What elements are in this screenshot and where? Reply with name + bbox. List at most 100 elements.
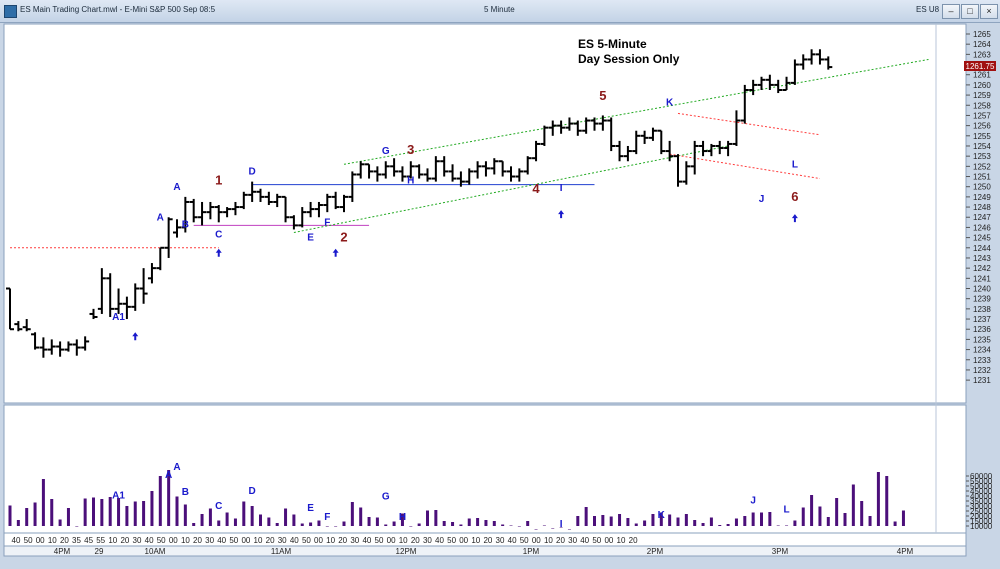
wave-label: B	[182, 219, 189, 230]
volume-bar	[359, 507, 363, 526]
wave-label: F	[324, 217, 330, 228]
volume-bar	[785, 525, 789, 526]
last-price-value: 1261.75	[966, 62, 995, 71]
volume-bar	[643, 520, 647, 526]
volume-label: K	[658, 510, 666, 521]
volume-bar	[92, 497, 95, 526]
time-tick-label: 30	[496, 536, 505, 545]
time-tick-label: 40	[508, 536, 517, 545]
volume-tick-label: 35000	[970, 497, 993, 506]
minimize-icon[interactable]: –	[942, 4, 960, 19]
volume-label: A1	[112, 491, 125, 502]
wave-label: D	[249, 166, 256, 177]
day-label: 1PM	[523, 547, 540, 556]
time-tick-label: 20	[411, 536, 420, 545]
time-tick-label: 50	[375, 536, 384, 545]
volume-bar	[492, 521, 496, 526]
volume-bar	[810, 495, 814, 526]
time-tick-label: 10	[399, 536, 408, 545]
day-axis-strip	[3, 545, 967, 557]
volume-bar	[484, 520, 488, 526]
symbol-label: ES U8	[916, 5, 940, 14]
volume-bar	[801, 507, 805, 526]
day-label: 11AM	[271, 547, 292, 556]
volume-bar	[384, 524, 388, 526]
time-tick-label: 50	[229, 536, 238, 545]
volume-bar	[300, 523, 304, 526]
time-tick-label: 45	[84, 536, 93, 545]
volume-bar	[400, 513, 404, 526]
time-tick-label: 00	[36, 536, 45, 545]
volume-bar	[108, 497, 112, 526]
close-icon[interactable]: ×	[980, 4, 998, 19]
volume-bar	[142, 501, 146, 526]
price-tick-label: 1259	[973, 91, 991, 100]
time-tick-label: 00	[387, 536, 396, 545]
time-tick-label: 10	[181, 536, 190, 545]
price-tick-label: 1242	[973, 264, 991, 273]
volume-bar	[392, 521, 396, 526]
volume-bar	[718, 525, 722, 526]
volume-bar	[150, 491, 154, 526]
price-tick-label: 1246	[973, 223, 991, 232]
volume-tick-label: 30000	[970, 502, 993, 511]
arrow-up-icon	[332, 248, 339, 257]
volume-bar	[342, 521, 346, 526]
volume-tick-label: 40000	[970, 492, 993, 501]
volume-bar	[459, 524, 463, 526]
time-tick-label: 30	[350, 536, 359, 545]
price-tick-label: 1247	[973, 213, 991, 222]
price-tick-label: 1249	[973, 193, 991, 202]
volume-label: E	[307, 503, 314, 514]
time-tick-label: 00	[532, 536, 541, 545]
volume-bar	[584, 507, 588, 526]
volume-bar	[835, 498, 839, 526]
volume-bar	[367, 517, 371, 526]
volume-tick-label: 20000	[970, 512, 993, 521]
volume-tick-label: 50000	[970, 482, 993, 491]
volume-bar	[8, 505, 12, 526]
wave-label: 1	[215, 173, 222, 188]
time-tick-label: 50	[520, 536, 529, 545]
time-tick-label: 30	[568, 536, 577, 545]
volume-bar	[476, 518, 480, 526]
time-tick-label: 35	[72, 536, 81, 545]
time-tick-label: 20	[193, 536, 202, 545]
wave-label: 3	[407, 142, 414, 157]
price-tick-label: 1245	[973, 234, 991, 243]
time-tick-label: 40	[217, 536, 226, 545]
price-tick-label: 1261	[973, 71, 991, 80]
volume-bar	[626, 518, 630, 526]
volume-bar	[876, 472, 880, 526]
time-tick-label: 00	[241, 536, 250, 545]
volume-label: B	[182, 487, 189, 498]
volume-bar	[292, 514, 296, 526]
volume-bar	[41, 479, 45, 526]
volume-bar	[50, 499, 54, 526]
time-tick-label: 30	[278, 536, 287, 545]
time-tick-label: 40	[362, 536, 371, 545]
wave-label: A1	[112, 312, 125, 323]
time-tick-label: 10	[254, 536, 263, 545]
volume-bar	[542, 525, 546, 526]
time-tick-label: 30	[423, 536, 432, 545]
maximize-icon[interactable]: □	[961, 4, 979, 19]
volume-bar	[75, 526, 79, 527]
volume-bar	[117, 498, 121, 526]
volume-bar	[793, 520, 797, 526]
volume-bar	[501, 524, 505, 526]
title-bar: ES Main Trading Chart.mwl - E-Mini S&P 5…	[0, 0, 1000, 23]
wave-label: I	[560, 183, 563, 194]
wave-label: H	[407, 176, 414, 187]
volume-bar	[709, 517, 713, 526]
wave-label: 6	[791, 189, 798, 204]
arrow-up-icon	[132, 332, 139, 341]
time-axis: 40 50 00 10 20 35 45 55 10 20 30 40 50 00 10 20 30 40 50 00…	[12, 536, 914, 556]
time-tick-label: 00	[459, 536, 468, 545]
price-tick-label: 1235	[973, 335, 991, 344]
time-tick-label: 20	[266, 536, 275, 545]
volume-bar	[225, 512, 229, 526]
price-tick-label: 1258	[973, 101, 991, 110]
volume-bar	[83, 498, 87, 526]
